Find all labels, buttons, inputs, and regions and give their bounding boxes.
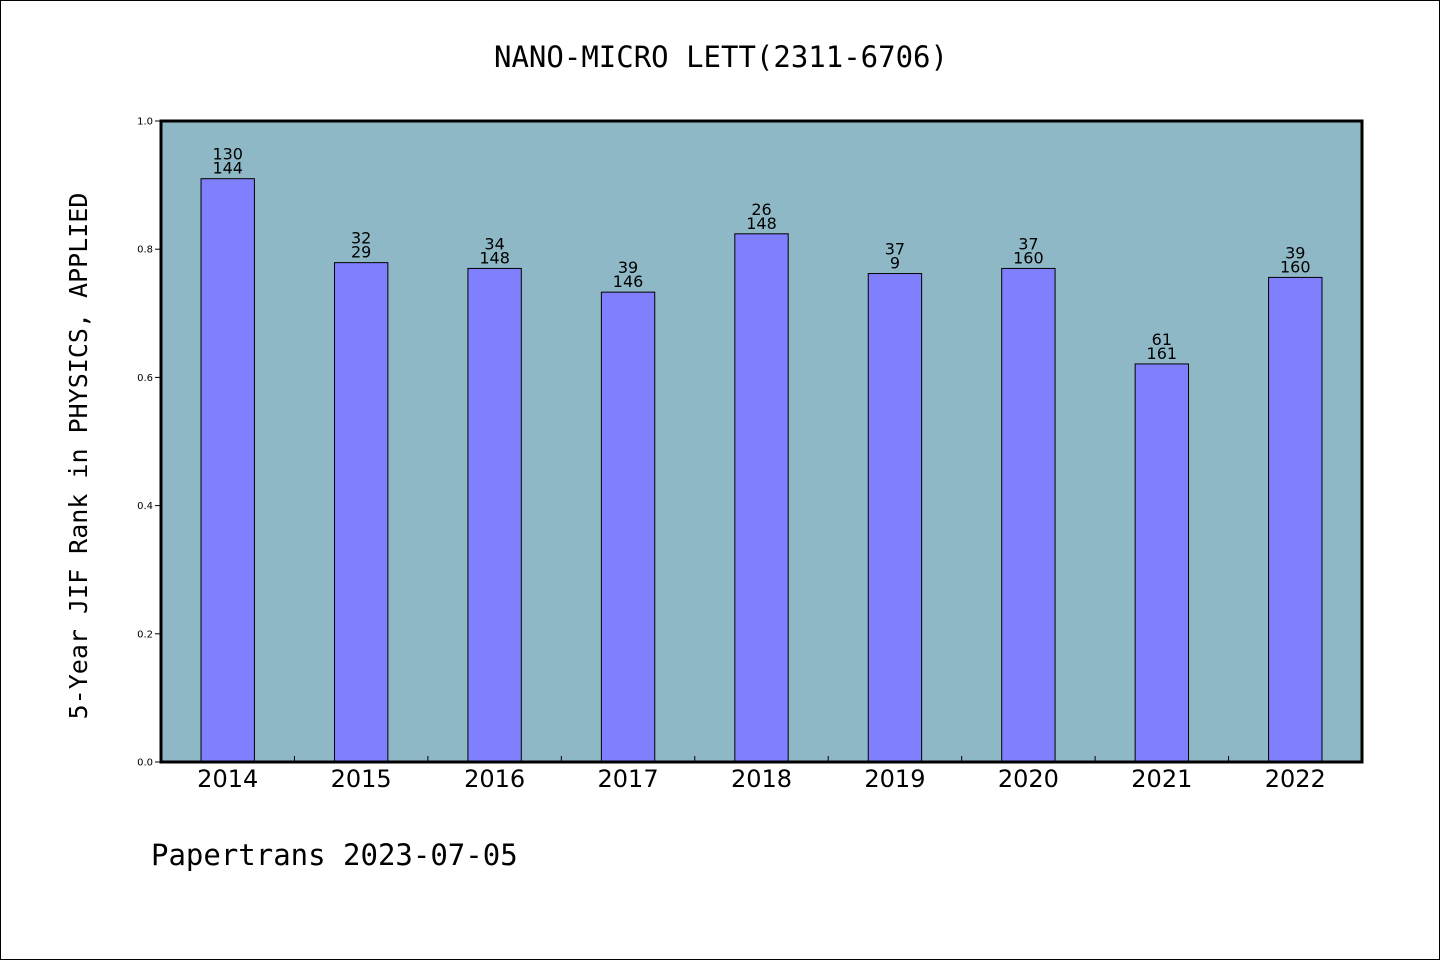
plot-frame — [159, 119, 1364, 764]
data-label-top: 34 — [484, 234, 504, 253]
y-tick-label: 1.0 — [137, 117, 153, 128]
bar-2017 — [600, 291, 656, 763]
y-tick-label: 0.6 — [137, 373, 153, 384]
y-axis-ticks: 0.0 0.2 0.4 0.6 0.8 1.0 — [137, 117, 161, 769]
data-label-top: 37 — [1018, 234, 1038, 253]
data-label-top: 37 — [885, 240, 905, 259]
y-axis-label: 5-Year JIF Rank in PHYSICS, APPLIED — [64, 193, 93, 720]
data-label-bottom: 146 — [613, 272, 644, 291]
y-tick-label: 0.4 — [137, 501, 153, 512]
data-label-bottom: 160 — [1013, 248, 1044, 267]
x-tick-label: 2019 — [864, 765, 925, 793]
bar-2021 — [1134, 363, 1190, 763]
data-label-bottom: 148 — [746, 214, 777, 233]
bar-2015 — [333, 262, 389, 763]
data-label-top: 39 — [618, 258, 638, 277]
data-label-top: 130 — [212, 145, 243, 164]
data-label-bottom: 144 — [212, 159, 243, 178]
y-tick-label: 0.0 — [137, 758, 153, 769]
x-tick-label: 2017 — [598, 765, 659, 793]
data-label-bottom: 29 — [351, 243, 371, 262]
data-label-bottom: 161 — [1147, 344, 1178, 363]
data-label-top: 39 — [1285, 243, 1305, 262]
bar-2014 — [200, 178, 255, 763]
x-tick-label: 2014 — [197, 765, 258, 793]
bar-2016 — [467, 267, 522, 763]
data-label-bottom: 9 — [890, 254, 900, 273]
x-tick-label: 2022 — [1265, 765, 1326, 793]
x-tick-label: 2021 — [1131, 765, 1192, 793]
data-label-bottom: 148 — [479, 248, 510, 267]
x-tick-label: 2020 — [998, 765, 1059, 793]
bar-2022 — [1268, 276, 1323, 763]
bar-2019 — [867, 273, 923, 763]
x-tick-label: 2018 — [731, 765, 792, 793]
bar-2018 — [734, 233, 789, 763]
x-tick-label: 2016 — [464, 765, 525, 793]
data-label-top: 32 — [351, 229, 371, 248]
data-label-top: 61 — [1152, 330, 1172, 349]
data-label-bottom: 160 — [1280, 257, 1311, 276]
x-axis-ticks: 2014 2015 2016 2017 2018 2019 2020 2021 2022 — [197, 756, 1326, 793]
y-tick-label: 0.8 — [137, 245, 153, 256]
y-tick-label: 0.2 — [137, 629, 153, 640]
bars — [200, 178, 1323, 763]
x-tick-label: 2015 — [331, 765, 392, 793]
footer-text: Papertrans 2023-07-05 — [151, 838, 518, 872]
chart-title: NANO-MICRO LETT(2311-6706) — [494, 40, 948, 74]
bar-2020 — [1001, 267, 1056, 763]
data-label-top: 26 — [751, 200, 771, 219]
